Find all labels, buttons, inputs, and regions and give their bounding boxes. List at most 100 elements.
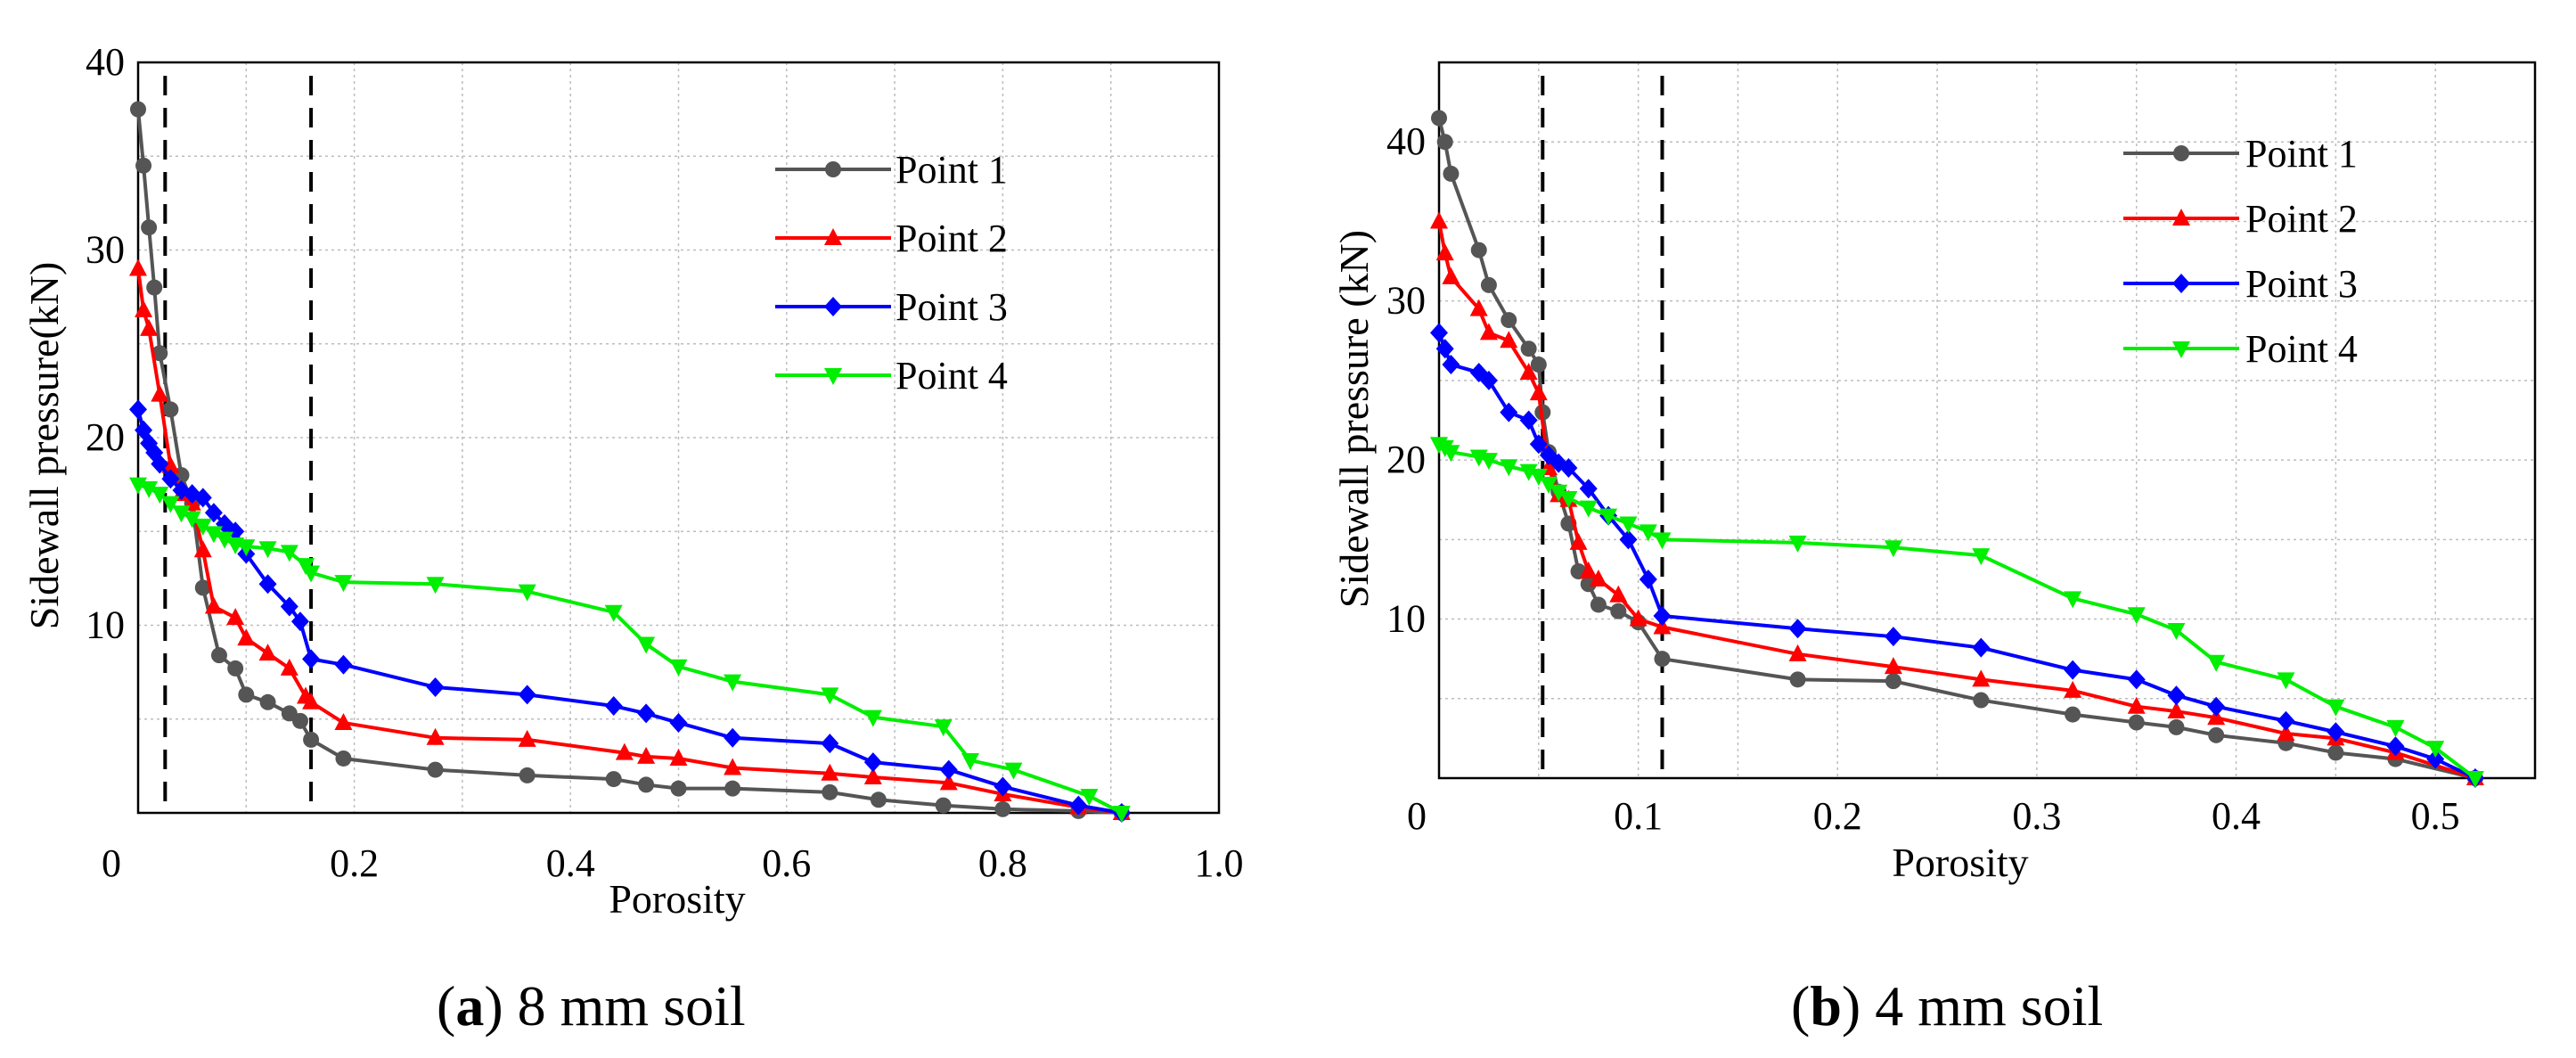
panel-a-series-2-line [136, 268, 1123, 815]
panel-b-x-tick-label: 0.3 [2012, 794, 2061, 838]
panel-a-series-1 [130, 101, 1130, 821]
panel-a-series-3-point [145, 442, 164, 463]
panel-a-series-1-point [210, 647, 227, 664]
panel-a-series-3-point [161, 469, 180, 489]
panel-a-series-4-point [637, 636, 656, 654]
panel-b-series-2-point [1609, 585, 1628, 603]
panel-b-series-3-point [1442, 355, 1460, 375]
panel-a-series-1-point [303, 731, 320, 748]
panel-b-series-4 [1430, 437, 2484, 788]
panel-b-series-3-point [2064, 660, 2082, 680]
panel-a-series-3-point [334, 654, 353, 675]
panel-b-legend-label: Point 4 [2245, 327, 2358, 371]
panel-a-origin-label: 0 [102, 841, 121, 885]
panel-a-series-2-point [518, 729, 536, 747]
panel-a-series-2-point [193, 540, 212, 558]
panel-b-series-2-point [1529, 383, 1548, 401]
panel-a-legend-marker [824, 228, 842, 245]
panel-b-series-2-point [2167, 701, 2186, 719]
panel-b-series-3-point [1559, 458, 1578, 479]
panel-b-series-3-point [1500, 402, 1518, 422]
panel-b-series-2-point [2277, 724, 2295, 742]
panel-b-y-tick-label: 20 [1386, 438, 1426, 481]
panel-a-series-3-point [151, 454, 169, 474]
panel-b-x-axis-label: Porosity [1892, 840, 2028, 885]
panel-a-series-4-point [140, 480, 159, 498]
panel-b-series-3-point [2277, 710, 2295, 731]
panel-b-series-3-point [1788, 619, 1807, 639]
panel-b-plot-frame [1437, 61, 2537, 780]
panel-a-y-tick-label: 30 [86, 228, 125, 272]
panel-b-legend-label: Point 1 [2245, 132, 2358, 176]
panel-b-series-3-point [1972, 637, 1991, 658]
panel-a-legend-label: Point 3 [895, 285, 1008, 329]
panel-a-series-2-point [302, 692, 321, 709]
panel-b-series-1-point [1610, 603, 1627, 619]
panel-a-series-1-point [151, 345, 168, 362]
panel-a-caption: (a) 8 mm soil [437, 974, 746, 1037]
panel-b-series-4-point [1540, 476, 1558, 494]
panel-a-series-4-point [204, 526, 223, 544]
panel-b-series-4-point [2327, 699, 2345, 717]
panel-b-origin-label: 0 [1407, 794, 1427, 838]
panel-a-series-1-point [605, 771, 622, 788]
panel-a-series-2-point [615, 742, 634, 760]
panel-b-legend-marker [2172, 274, 2190, 293]
panel-b-series-4-point [1442, 445, 1460, 463]
panel-b-series-3-point [1430, 323, 1448, 343]
panel-b-x-tick-label: 0.4 [2212, 794, 2261, 838]
panel-a-series-1-point [822, 783, 838, 800]
panel-a-series-1-point [291, 712, 308, 729]
panel-a-y-tick-label: 40 [86, 40, 125, 84]
panel-b-series-3-point [1479, 370, 1498, 390]
panel-a-series-3-point [258, 574, 277, 595]
panel-a-series-2-point [129, 258, 147, 276]
panel-b-series-1-point [1530, 357, 1547, 373]
panel-a-series-3-point [1069, 795, 1088, 816]
panel-a-series-4-point [172, 505, 191, 523]
panel-a-legend-label: Point 2 [895, 217, 1008, 260]
panel-a-series-2-point [237, 628, 256, 646]
panel-a-series-1-point [670, 780, 687, 797]
panel-b-legend-marker [2172, 209, 2190, 226]
panel-a-y-axis-label: Sidewall pressure(kN) [21, 262, 67, 630]
panel-a-y-tick-label: 20 [86, 415, 125, 459]
panel-b-series-1-point [1885, 673, 1901, 690]
panel-a-series-3-point [994, 776, 1012, 797]
panel-a-chart: 10 20 30 40 0.2 0.4 0.6 0.8 1.0 0 Porosity Sidewall… [21, 40, 1244, 1037]
panel-b-series-2-point [1519, 362, 1538, 380]
panel-a-series-4-point [237, 539, 256, 557]
panel-a-series-1-point [724, 780, 741, 797]
panel-a-series-2-point [280, 658, 298, 676]
panel-a-series-3-point [518, 685, 536, 705]
panel-b-series-4-point [2277, 672, 2295, 690]
panel-a-series-3-point [280, 596, 298, 617]
panel-a-series-1-point [259, 693, 276, 710]
panel-b-legend-label: Point 3 [2245, 262, 2358, 306]
panel-b-series-3-point [1639, 569, 1657, 589]
panel-b-series-1-point [1654, 651, 1671, 668]
panel-b-series-1-point [1480, 276, 1497, 293]
panel-b-series-2-point [1435, 243, 1454, 261]
panel-a-legend-marker [824, 368, 842, 385]
panel-b-series-1-point [2327, 744, 2344, 761]
panel-b-series-2-point [2127, 696, 2146, 714]
panel-a-series-4-point [724, 674, 742, 692]
panel-b-series-2-point [1430, 211, 1448, 229]
panel-a-series-1-point [427, 761, 444, 778]
panel-b-x-tick-label: 0.2 [1813, 794, 1862, 838]
panel-a-x-axis-label: Porosity [609, 876, 745, 922]
panel-a-series-3 [129, 399, 1131, 823]
panel-a-legend: Point 1 Point 2 Point 3 Point 4 [775, 148, 1008, 398]
panel-b-series-4-point [1519, 463, 1538, 481]
panel-a-x-tick-label: 0.6 [762, 841, 811, 885]
panel-b-series-1-point [1520, 340, 1537, 357]
panel-b-series-2-point [1500, 331, 1518, 349]
panel-b-series-1-point [1973, 692, 1990, 709]
panel-a-series-4-point [216, 531, 234, 549]
panel-b-x-tick-label: 0.1 [1614, 794, 1663, 838]
panel-a-series-4-point [604, 604, 623, 622]
panel-a-series-2-point [334, 712, 353, 730]
panel-a-series-1-point [638, 776, 655, 793]
panel-b-series-1-point [1580, 576, 1597, 593]
